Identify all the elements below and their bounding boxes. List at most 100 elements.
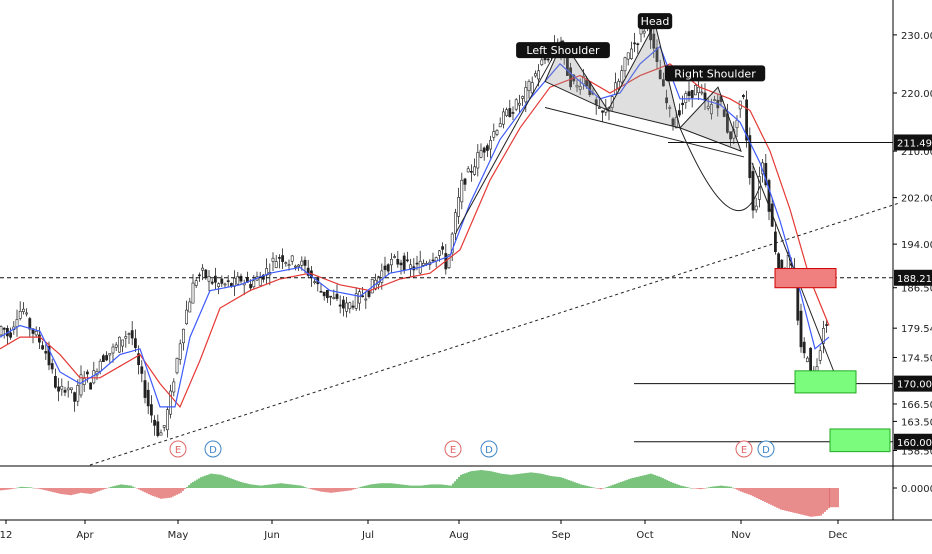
event-marker[interactable]: D — [480, 440, 498, 458]
candle[interactable] — [729, 131, 733, 147]
candle[interactable] — [453, 208, 457, 241]
event-marker[interactable]: D — [204, 440, 222, 458]
candle[interactable] — [741, 93, 745, 100]
candle[interactable] — [396, 250, 400, 268]
candle[interactable] — [146, 382, 150, 415]
event-marker[interactable]: E — [169, 440, 187, 458]
candle[interactable] — [818, 345, 822, 365]
candle[interactable] — [156, 414, 160, 438]
candle[interactable] — [805, 356, 809, 363]
candle[interactable] — [636, 42, 640, 54]
decline-line[interactable] — [751, 162, 835, 373]
candle[interactable] — [239, 273, 243, 284]
candle[interactable] — [114, 342, 118, 352]
candle[interactable] — [281, 248, 285, 270]
candle[interactable] — [198, 272, 201, 282]
candle[interactable] — [137, 345, 141, 375]
candle[interactable] — [182, 328, 185, 351]
candle[interactable] — [124, 330, 128, 348]
candle[interactable] — [569, 62, 573, 90]
candle[interactable] — [2, 327, 6, 339]
candle[interactable] — [201, 264, 205, 281]
candle[interactable] — [693, 84, 697, 96]
candle[interactable] — [130, 321, 134, 346]
candle[interactable] — [626, 52, 630, 66]
candle[interactable] — [53, 368, 57, 389]
candle[interactable] — [684, 90, 688, 109]
candle[interactable] — [466, 166, 470, 173]
candle[interactable] — [773, 223, 777, 255]
head-shoulders-pattern[interactable] — [544, 21, 742, 152]
candle[interactable] — [473, 158, 477, 176]
candle[interactable] — [511, 106, 515, 120]
candle[interactable] — [105, 351, 109, 362]
candle[interactable] — [533, 70, 537, 78]
candle[interactable] — [236, 271, 240, 286]
candle[interactable] — [393, 254, 397, 259]
candle[interactable] — [76, 379, 80, 407]
event-marker[interactable]: E — [444, 440, 462, 458]
candle[interactable] — [290, 254, 294, 265]
candle[interactable] — [338, 295, 342, 314]
resistance-box[interactable] — [774, 268, 837, 289]
candle[interactable] — [633, 32, 637, 53]
candle[interactable] — [754, 197, 758, 213]
candle[interactable] — [508, 99, 512, 118]
candle[interactable] — [825, 319, 829, 333]
candle[interactable] — [501, 108, 505, 129]
candle[interactable] — [495, 129, 499, 137]
candle[interactable] — [658, 59, 662, 80]
candle[interactable] — [677, 103, 681, 118]
candle[interactable] — [642, 28, 646, 38]
candle[interactable] — [335, 284, 339, 301]
candle[interactable] — [527, 79, 531, 99]
candle[interactable] — [668, 104, 672, 118]
candle[interactable] — [469, 164, 473, 182]
candle[interactable] — [274, 255, 278, 269]
pattern-label[interactable]: Right Shoulder — [664, 65, 766, 82]
candle[interactable] — [210, 278, 214, 286]
candle[interactable] — [751, 163, 755, 219]
candle[interactable] — [79, 365, 83, 398]
candle[interactable] — [492, 123, 496, 141]
candle[interactable] — [764, 153, 768, 188]
candle[interactable] — [623, 56, 627, 78]
target-box-170[interactable] — [794, 370, 857, 394]
candle[interactable] — [722, 108, 726, 118]
candle[interactable] — [153, 415, 157, 436]
candle[interactable] — [60, 378, 64, 396]
candle[interactable] — [185, 300, 189, 325]
candle[interactable] — [389, 253, 393, 273]
candle[interactable] — [214, 267, 217, 290]
candle[interactable] — [226, 275, 230, 288]
candle[interactable] — [293, 264, 297, 271]
candle[interactable] — [127, 332, 131, 344]
candle[interactable] — [498, 117, 502, 128]
pattern-label[interactable]: Head — [637, 13, 673, 30]
candle[interactable] — [150, 395, 153, 423]
candle[interactable] — [489, 135, 493, 159]
candle[interactable] — [530, 76, 534, 97]
candle[interactable] — [620, 65, 624, 85]
candle[interactable] — [34, 326, 38, 338]
candle[interactable] — [821, 320, 825, 354]
candle[interactable] — [63, 386, 67, 397]
candle[interactable] — [383, 256, 387, 277]
candle[interactable] — [143, 370, 147, 404]
candle[interactable] — [354, 287, 358, 312]
candle[interactable] — [575, 79, 579, 93]
candle[interactable] — [73, 391, 77, 412]
candle[interactable] — [166, 407, 169, 438]
candle[interactable] — [57, 377, 61, 402]
candle[interactable] — [0, 325, 3, 338]
neckline[interactable] — [544, 107, 745, 158]
candle[interactable] — [629, 41, 633, 60]
candle[interactable] — [601, 110, 605, 122]
candle[interactable] — [697, 79, 701, 101]
candle[interactable] — [47, 341, 51, 371]
candle[interactable] — [386, 263, 390, 275]
candle[interactable] — [348, 301, 352, 314]
candle[interactable] — [479, 143, 483, 159]
